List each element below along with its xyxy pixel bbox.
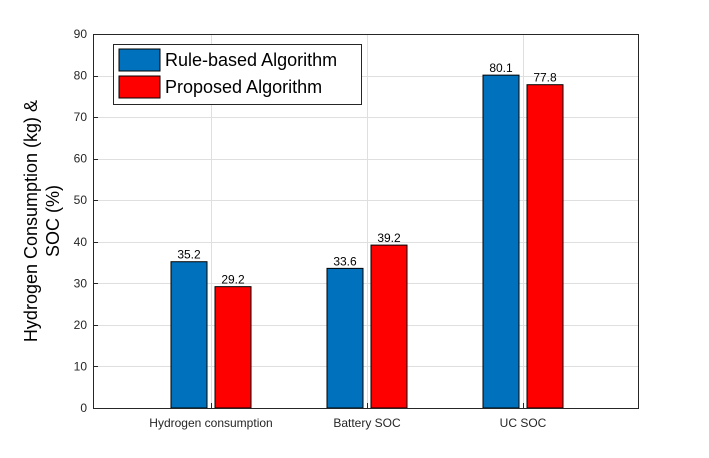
y-tick-label: 50 bbox=[74, 193, 88, 207]
bar-proposed bbox=[370, 244, 408, 409]
legend-entry: Rule-based Algorithm bbox=[165, 50, 337, 70]
bar-rule-based bbox=[482, 74, 520, 409]
y-tick-label: 20 bbox=[74, 318, 88, 332]
y-tick-label: 60 bbox=[74, 152, 88, 166]
y-axis-label-line: Hydrogen Consumption (kg) & bbox=[21, 100, 41, 342]
y-tick-label: 70 bbox=[74, 110, 88, 124]
y-axis-label-line: SOC (%) bbox=[43, 185, 63, 257]
data-label: 39.2 bbox=[377, 231, 401, 245]
x-tick-label: Hydrogen consumption bbox=[149, 416, 272, 430]
y-tick-label: 10 bbox=[74, 359, 88, 373]
data-label: 35.2 bbox=[177, 248, 201, 262]
y-axis-ticks: 0 10 20 30 40 50 60 70 80 90 bbox=[74, 27, 98, 415]
data-label: 33.6 bbox=[333, 254, 357, 268]
legend-swatch bbox=[118, 48, 161, 72]
data-label: 77.8 bbox=[533, 71, 557, 85]
bar-proposed bbox=[214, 286, 252, 409]
bar-rule-based bbox=[170, 261, 208, 409]
bars bbox=[170, 74, 564, 409]
y-tick-label: 0 bbox=[80, 401, 87, 415]
y-tick-label: 40 bbox=[74, 235, 88, 249]
bar-rule-based bbox=[326, 267, 364, 409]
data-labels: 35.2 33.6 80.1 29.2 39.2 77.8 bbox=[177, 61, 557, 287]
x-tick-label: Battery SOC bbox=[333, 416, 401, 430]
data-label: 80.1 bbox=[489, 61, 513, 75]
x-axis-ticks: Hydrogen consumption Battery SOC UC SOC bbox=[149, 403, 547, 430]
bar-proposed bbox=[526, 84, 564, 409]
legend-swatch bbox=[118, 75, 161, 99]
y-tick-label: 30 bbox=[74, 276, 88, 290]
y-tick-label: 80 bbox=[74, 69, 88, 83]
data-label: 29.2 bbox=[221, 273, 245, 287]
x-tick-label: UC SOC bbox=[500, 416, 547, 430]
y-axis-label: Hydrogen Consumption (kg) & SOC (%) bbox=[21, 100, 63, 342]
plot-border bbox=[93, 34, 639, 409]
y-tick-label: 90 bbox=[74, 27, 88, 41]
legend: Rule-based Algorithm Proposed Algorithm bbox=[113, 44, 362, 105]
legend-entry: Proposed Algorithm bbox=[165, 77, 322, 97]
